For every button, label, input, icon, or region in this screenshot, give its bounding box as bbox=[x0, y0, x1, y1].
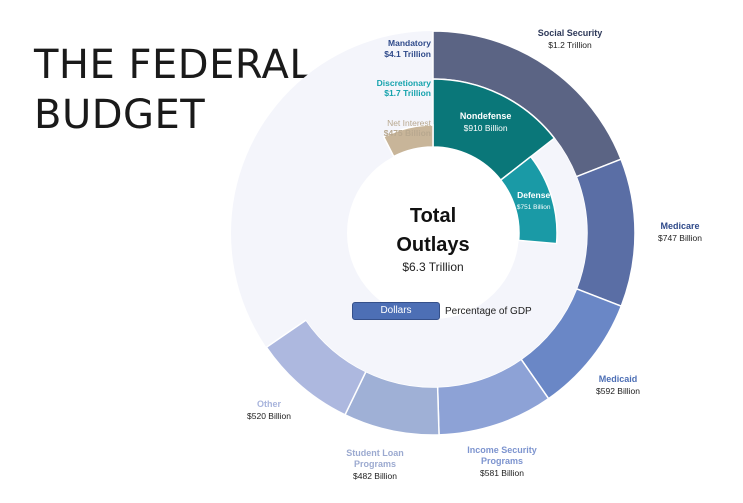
center-heading-line-1: Total bbox=[410, 205, 456, 227]
label-mandatory-name: Mandatory bbox=[388, 38, 431, 48]
label-social-security-value: $1.2 Trillion bbox=[548, 40, 592, 50]
label-nondefense-value: $910 Billion bbox=[464, 123, 508, 133]
label-net-interest-value: $475 Billion bbox=[384, 128, 431, 138]
label-income-security-programs-name-1: Programs bbox=[481, 456, 523, 466]
percentage-of-gdp-option[interactable]: Percentage of GDP bbox=[445, 305, 532, 317]
label-student-loan-programs-value: $482 Billion bbox=[353, 471, 397, 481]
outer-ring bbox=[265, 30, 636, 436]
label-income-security-programs-value: $581 Billion bbox=[480, 468, 524, 478]
label-student-loan-programs-name-1: Programs bbox=[354, 459, 396, 469]
label-student-loan-programs-name-0: Student Loan bbox=[346, 448, 404, 458]
label-nondefense-name: Nondefense bbox=[460, 111, 512, 121]
label-social-security-name-0: Social Security bbox=[538, 28, 603, 38]
label-other-name-0: Other bbox=[257, 399, 282, 409]
label-mandatory-value: $4.1 Trillion bbox=[384, 49, 431, 59]
chart-labels: Social Security $1.2 Trillion Medicare $747… bbox=[247, 28, 702, 481]
label-net-interest-name: Net Interest bbox=[387, 118, 432, 128]
label-defense-name: Defense bbox=[517, 190, 550, 200]
dollars-button[interactable]: Dollars bbox=[352, 302, 440, 320]
label-other-value: $520 Billion bbox=[247, 411, 291, 421]
center-amount: $6.3 Trillion bbox=[402, 260, 463, 274]
label-income-security-programs-name-0: Income Security bbox=[467, 445, 537, 455]
label-medicaid-name-0: Medicaid bbox=[599, 374, 638, 384]
page-title-line-1: THE FEDERAL bbox=[34, 42, 313, 88]
unit-toggle: Dollars Percentage of GDP bbox=[352, 302, 532, 320]
label-medicare-value: $747 Billion bbox=[658, 233, 702, 243]
page-title: THE FEDERAL BUDGET bbox=[34, 40, 312, 140]
label-medicare-name-0: Medicare bbox=[660, 221, 699, 231]
center-hole bbox=[347, 147, 519, 319]
page-title-line-2: BUDGET bbox=[34, 92, 206, 138]
label-medicaid-value: $592 Billion bbox=[596, 386, 640, 396]
label-discretionary-value: $1.7 Trillion bbox=[384, 88, 431, 98]
label-discretionary-name: Discretionary bbox=[377, 78, 432, 88]
center-heading-line-2: Outlays bbox=[396, 234, 469, 256]
label-defense-value: $751 Billion bbox=[517, 204, 551, 211]
